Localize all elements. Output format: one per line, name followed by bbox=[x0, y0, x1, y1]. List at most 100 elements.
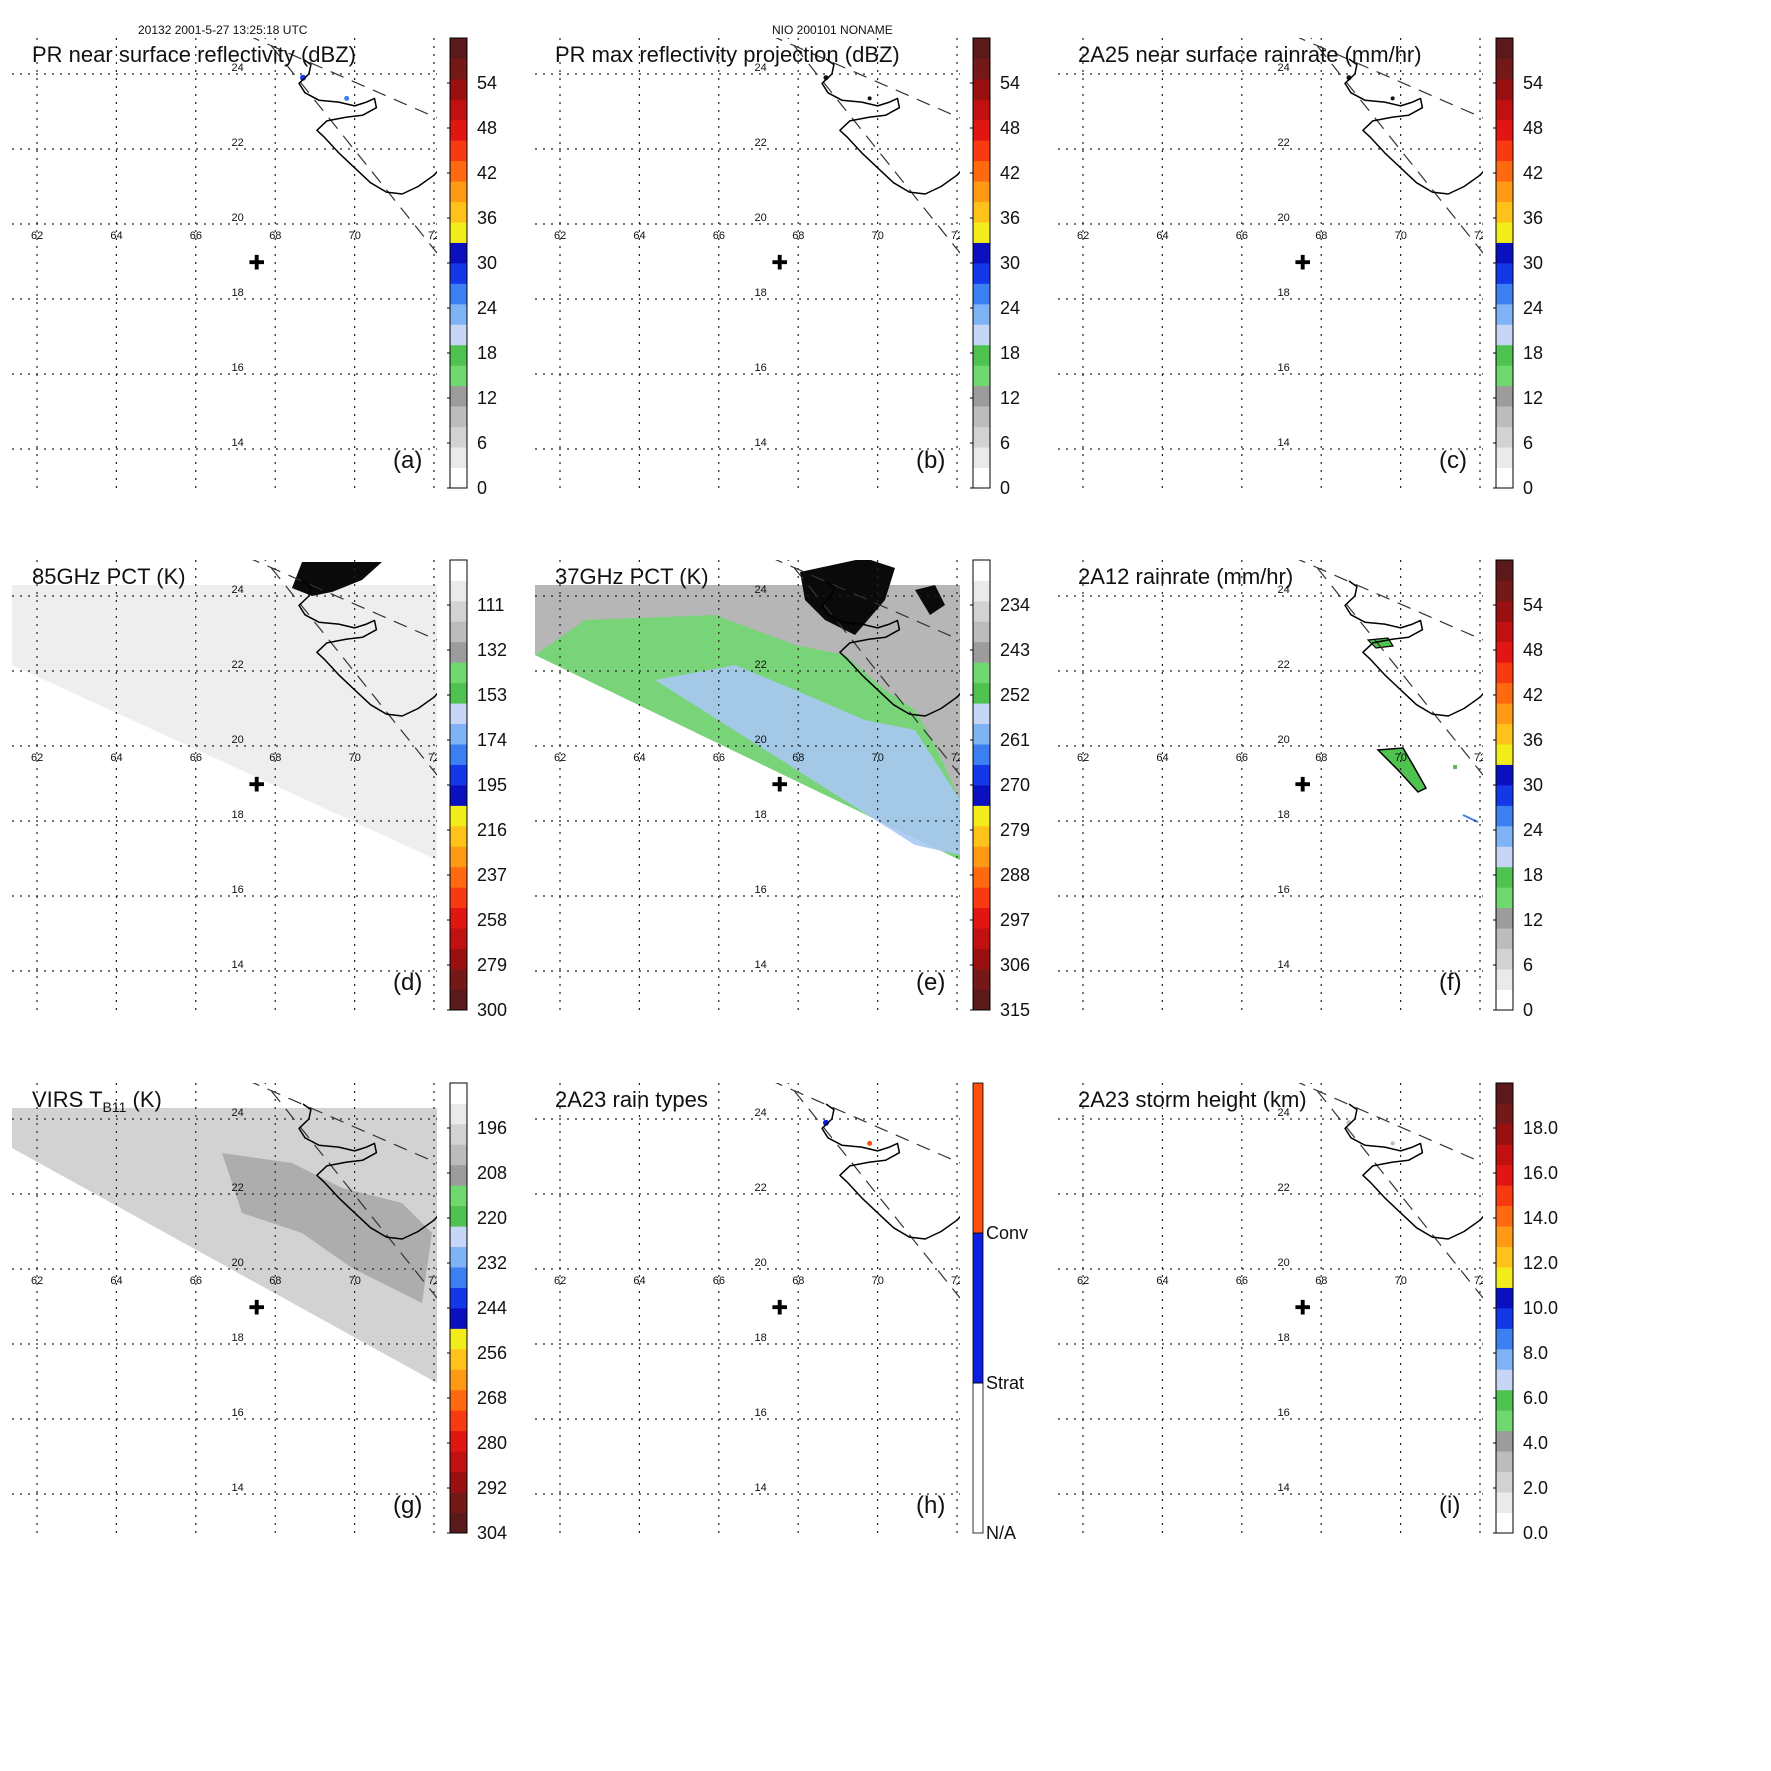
map-area: 62 64 66 68 70 72 24 22 20 18 16 14 ✚ bbox=[535, 1083, 960, 1533]
colorbar-segment bbox=[1496, 600, 1513, 622]
colorbar-segment bbox=[1496, 1471, 1513, 1493]
lat-tick-label: 14 bbox=[755, 1482, 767, 1494]
lon-tick-label: 64 bbox=[110, 752, 122, 764]
colorbar-segment bbox=[1496, 1430, 1513, 1452]
colorbar-segment bbox=[450, 385, 467, 407]
rain-cell bbox=[1376, 747, 1428, 793]
colorbar-segment bbox=[973, 703, 990, 725]
colorbar-segment bbox=[973, 58, 990, 80]
swath-edge bbox=[1298, 1083, 1483, 1164]
colorbar-tick-label: 36 bbox=[1523, 208, 1543, 228]
colorbar-tick-label: 12 bbox=[477, 388, 497, 408]
lon-tick-label: 72 bbox=[428, 1275, 440, 1287]
lon-tick-label: 68 bbox=[792, 1275, 804, 1287]
colorbar-tick-label: 195 bbox=[477, 775, 507, 795]
colorbar-tick-label: 216 bbox=[477, 820, 507, 840]
colorbar-tick-label: 6.0 bbox=[1523, 1388, 1548, 1408]
lat-tick-label: 16 bbox=[1278, 1407, 1290, 1419]
lat-tick-label: 16 bbox=[232, 884, 244, 896]
colorbar-segment bbox=[1496, 1451, 1513, 1473]
colorbar-segment bbox=[450, 1287, 467, 1309]
lon-tick-label: 70 bbox=[349, 1275, 361, 1287]
colorbar-segment bbox=[973, 263, 990, 284]
panel-f: 62 64 66 68 70 72 24 22 20 18 16 14 ✚ 2A12 rainrate (… bbox=[1058, 559, 1543, 1020]
header-center: NIO 200101 NONAME bbox=[772, 23, 893, 37]
lon-tick-label: 64 bbox=[1156, 752, 1168, 764]
lat-tick-label: 20 bbox=[1278, 212, 1290, 224]
colorbar-segment bbox=[1496, 406, 1513, 428]
colorbar-segment bbox=[1496, 1185, 1513, 1207]
colorbar-segment bbox=[1496, 866, 1513, 888]
colorbar-segment bbox=[450, 426, 467, 448]
colorbar-tick-label: 24 bbox=[1523, 820, 1543, 840]
colorbar-segment bbox=[450, 764, 467, 786]
colorbar-segment bbox=[973, 989, 990, 1011]
lat-tick-label: 16 bbox=[1278, 884, 1290, 896]
colorbar-tick-label: 280 bbox=[477, 1433, 507, 1453]
lon-tick-label: 64 bbox=[1156, 1275, 1168, 1287]
swath-edge bbox=[1298, 38, 1483, 119]
colorbar-tick-label: 48 bbox=[1523, 640, 1543, 660]
panel-label: (g) bbox=[393, 1492, 422, 1519]
colorbar-segment bbox=[450, 948, 467, 970]
colorbar-segment bbox=[973, 805, 990, 827]
colorbar-segment bbox=[973, 406, 990, 428]
lat-tick-label: 18 bbox=[1278, 1332, 1290, 1344]
colorbar-tick-label: 42 bbox=[1523, 163, 1543, 183]
colorbar-segment bbox=[973, 140, 990, 162]
colorbar-segment bbox=[450, 263, 467, 284]
colorbar-tick-label: 18 bbox=[477, 343, 497, 363]
panel-title: VIRS TB11 (K) bbox=[32, 1087, 162, 1115]
colorbar-segment bbox=[1496, 426, 1513, 448]
colorbar-segment bbox=[1496, 887, 1513, 909]
colorbar-tick-label: 258 bbox=[477, 910, 507, 930]
lon-tick-label: 66 bbox=[190, 752, 202, 764]
lat-tick-label: 24 bbox=[232, 584, 244, 596]
colorbar-tick-label: 6 bbox=[1523, 955, 1533, 975]
rain-cell bbox=[1453, 765, 1457, 769]
colorbar-segment bbox=[1496, 621, 1513, 643]
colorbar-segment bbox=[1496, 1267, 1513, 1288]
panel-h: 62 64 66 68 70 72 24 22 20 18 16 14 ✚ 2A23 rain types… bbox=[535, 1082, 1028, 1543]
header-left: 20132 2001-5-27 13:25:18 UTC bbox=[138, 23, 308, 37]
lon-tick-label: 64 bbox=[633, 752, 645, 764]
colorbar-tick-label: 18 bbox=[1523, 343, 1543, 363]
colorbar-segment bbox=[450, 682, 467, 704]
colorbar-tick-label: 36 bbox=[1523, 730, 1543, 750]
cold-cloud-spot bbox=[915, 585, 945, 615]
colorbar-label: N/A bbox=[986, 1523, 1016, 1543]
colorbar-segment bbox=[450, 119, 467, 141]
colorbar-segment bbox=[1496, 928, 1513, 950]
lon-tick-label: 66 bbox=[713, 1275, 725, 1287]
colorbar-segment bbox=[973, 662, 990, 684]
colorbar-segment bbox=[1496, 263, 1513, 284]
lon-tick-label: 68 bbox=[1315, 230, 1327, 242]
colorbar-tick-label: 270 bbox=[1000, 775, 1030, 795]
colorbar-segment bbox=[450, 600, 467, 622]
colorbar-segment bbox=[973, 969, 990, 990]
lat-tick-label: 14 bbox=[755, 437, 767, 449]
lon-tick-label: 68 bbox=[792, 230, 804, 242]
lat-tick-label: 22 bbox=[232, 1182, 244, 1194]
lat-tick-label: 14 bbox=[1278, 437, 1290, 449]
colorbar-tick-label: 232 bbox=[477, 1253, 507, 1273]
colorbar-segment bbox=[973, 447, 990, 468]
map-area: 62 64 66 68 70 72 24 22 20 18 16 14 ✚ bbox=[1058, 38, 1483, 488]
colorbar-segment bbox=[450, 928, 467, 950]
lat-tick-label: 18 bbox=[1278, 287, 1290, 299]
lat-tick-label: 16 bbox=[755, 362, 767, 374]
lon-tick-label: 72 bbox=[1474, 1275, 1486, 1287]
colorbar-segment bbox=[973, 99, 990, 121]
colorbar-segment bbox=[973, 201, 990, 223]
lat-tick-label: 16 bbox=[232, 362, 244, 374]
colorbar-segment bbox=[1496, 703, 1513, 725]
lon-tick-label: 62 bbox=[554, 752, 566, 764]
colorbar-tick-label: 288 bbox=[1000, 865, 1030, 885]
colorbar-segment bbox=[450, 467, 467, 489]
colorbar-segment bbox=[450, 560, 467, 581]
colorbar-tick-label: 297 bbox=[1000, 910, 1030, 930]
lon-tick-label: 66 bbox=[190, 230, 202, 242]
colorbar-tick-label: 24 bbox=[477, 298, 497, 318]
lon-tick-label: 62 bbox=[1077, 752, 1089, 764]
lat-tick-label: 24 bbox=[755, 62, 767, 74]
